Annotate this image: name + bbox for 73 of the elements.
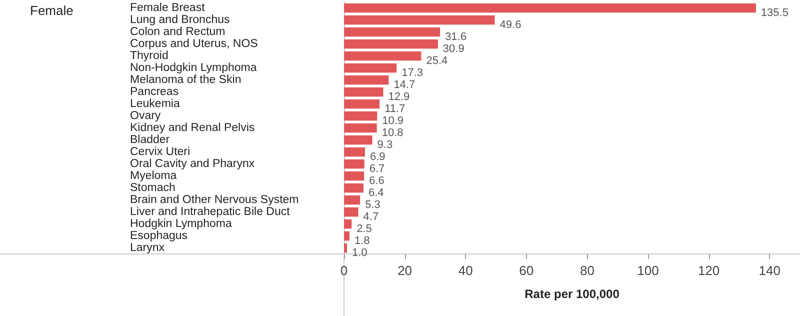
y-tick-label: Kidney and Renal Pelvis	[130, 122, 255, 134]
data-label: 14.7	[394, 79, 416, 91]
y-tick-label: Pancreas	[130, 86, 179, 98]
x-tick-label: 100	[637, 263, 659, 278]
data-label: 17.3	[402, 67, 424, 79]
bar	[344, 27, 440, 37]
y-axis-title: Female	[30, 3, 74, 18]
data-label: 6.6	[369, 175, 384, 187]
y-tick-label: Liver and Intrahepatic Bile Duct	[130, 206, 291, 218]
y-tick-label: Female Breast	[130, 2, 206, 14]
y-tick-label: Hodgkin Lymphoma	[130, 218, 232, 230]
data-label: 25.4	[426, 55, 448, 67]
bar	[344, 87, 384, 97]
bar	[344, 207, 358, 217]
bar	[344, 15, 495, 25]
data-label: 135.5	[760, 7, 788, 19]
y-tick-label: Melanoma of the Skin	[130, 74, 242, 86]
y-tick-label: Ovary	[130, 110, 161, 122]
data-label: 1.0	[352, 247, 368, 259]
data-label: 4.7	[363, 211, 379, 223]
data-label: 10.9	[382, 115, 404, 127]
data-label: 31.6	[445, 31, 466, 43]
data-label: 6.7	[369, 163, 385, 175]
bar	[344, 243, 348, 253]
x-tick-label: 120	[698, 263, 720, 278]
bar	[344, 219, 352, 229]
data-label: 6.4	[368, 187, 384, 199]
data-label: 2.5	[356, 223, 372, 235]
x-tick-label: 0	[340, 263, 348, 278]
x-tick-label: 140	[758, 263, 780, 278]
bar	[344, 3, 756, 13]
y-tick-label: Myeloma	[130, 170, 178, 182]
y-tick-label: Oral Cavity and Pharynx	[130, 158, 255, 170]
bar	[344, 123, 377, 133]
y-tick-label: Brain and Other Nervous System	[130, 194, 299, 206]
bar	[344, 75, 389, 85]
bar	[344, 39, 438, 49]
bar	[344, 195, 360, 205]
bar	[344, 183, 364, 193]
y-tick-label: Cervix Uteri	[130, 146, 190, 158]
x-tick-label: 20	[398, 263, 412, 278]
data-label: 30.9	[442, 43, 464, 55]
y-tick-label: Stomach	[130, 182, 176, 194]
data-label: 5.3	[365, 199, 380, 211]
y-tick-label: Leukemia	[130, 98, 180, 110]
x-tick-label: 60	[519, 263, 534, 278]
y-tick-label: Larynx	[130, 242, 165, 254]
bar	[344, 135, 372, 145]
y-tick-label: Bladder	[130, 134, 170, 146]
y-tick-label: Esophagus	[130, 230, 188, 242]
data-label: 1.8	[354, 235, 370, 247]
data-label: 10.8	[382, 127, 404, 139]
y-tick-label: Lung and Bronchus	[130, 14, 230, 26]
data-label: 9.3	[377, 139, 393, 151]
bar	[344, 231, 350, 241]
bar	[344, 111, 378, 121]
y-tick-label: Colon and Rectum	[130, 26, 226, 38]
bar	[344, 159, 364, 169]
x-axis-title: Rate per 100,000	[524, 287, 620, 301]
bar	[344, 171, 364, 181]
x-tick-label: 80	[580, 263, 594, 278]
y-tick-label: Corpus and Uterus, NOS	[130, 38, 258, 50]
bar	[344, 63, 397, 73]
data-label: 49.6	[500, 19, 522, 31]
bar	[344, 99, 380, 109]
bar	[344, 51, 422, 61]
data-label: 11.7	[384, 103, 406, 115]
y-tick-label: Non-Hodgkin Lymphoma	[130, 62, 258, 74]
data-label: 12.9	[388, 91, 410, 103]
y-tick-label: Thyroid	[130, 50, 168, 62]
x-tick-label: 40	[458, 263, 473, 278]
bar	[344, 147, 365, 157]
data-label: 6.9	[370, 151, 386, 163]
